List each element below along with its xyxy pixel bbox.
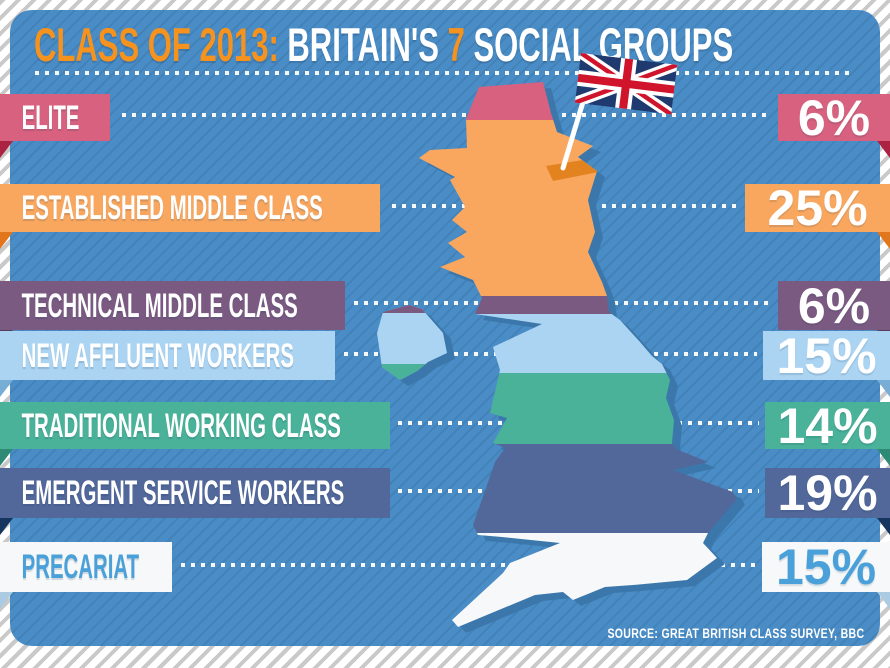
row-precariat — [0, 542, 890, 592]
group-label: TECHNICAL MIDDLE CLASS — [21, 286, 298, 325]
group-row-traditional: TRADITIONAL WORKING CLASS 14% — [0, 397, 890, 466]
title-segment-britains: BRITAIN'S — [278, 18, 448, 71]
group-row-emergent: EMERGENT SERVICE WORKERS 19% — [0, 465, 890, 535]
group-row-precariat: PRECARIAT 15% — [0, 539, 890, 609]
title-segment-class-of-2013: CLASS OF 2013: — [34, 18, 279, 71]
group-percentage: 6% — [797, 277, 871, 334]
source-credit: SOURCE: GREAT BRITISH CLASS SURVEY, BBC — [607, 626, 864, 641]
pct-band-technical: 6% — [778, 277, 890, 347]
ni-band-technical — [377, 305, 447, 313]
pct-fold — [877, 232, 890, 249]
union-jack — [574, 53, 678, 115]
pct-fold — [877, 380, 890, 397]
ribbon-fold — [0, 518, 13, 535]
ribbon-fold — [0, 141, 13, 158]
row-elite — [0, 94, 890, 141]
pct-band-emergent: 19% — [765, 465, 890, 535]
ribbon-elite: ELITE — [0, 94, 110, 158]
pct-band-established: 25% — [745, 180, 890, 249]
pct-fold — [877, 141, 890, 158]
group-label: ELITE — [21, 98, 80, 137]
title-dotted-rule — [35, 71, 854, 75]
ribbon-fold — [0, 380, 13, 397]
pct-fold — [877, 592, 890, 609]
pct-band-precariat: 15% — [762, 539, 890, 609]
ribbon-traditional: TRADITIONAL WORKING CLASS — [0, 402, 390, 466]
leader-line-precariat — [181, 563, 756, 567]
group-label: TRADITIONAL WORKING CLASS — [21, 406, 341, 445]
group-row-elite: ELITE 6% — [0, 89, 890, 158]
group-row-technical: TECHNICAL MIDDLE CLASS 6% — [0, 277, 890, 347]
ribbon-emergent: EMERGENT SERVICE WORKERS — [0, 468, 390, 535]
group-percentage: 15% — [775, 539, 877, 595]
pct-band-elite: 6% — [778, 89, 890, 158]
ribbon-established: ESTABLISHED MIDDLE CLASS — [0, 184, 380, 249]
group-label: PRECARIAT — [21, 548, 140, 586]
pct-fold — [877, 449, 890, 466]
union-jack-flag — [560, 53, 678, 171]
leader-line-elite — [122, 113, 770, 117]
pct-band-traditional: 14% — [765, 397, 890, 466]
pct-fold — [877, 518, 890, 535]
ribbon-fold — [0, 232, 13, 249]
ribbon-fold — [0, 592, 13, 609]
group-row-new-affluent: NEW AFFLUENT WORKERS 15% — [0, 327, 890, 397]
group-percentage: 19% — [777, 465, 878, 521]
ribbon-new-affluent: NEW AFFLUENT WORKERS — [0, 331, 335, 397]
title-segment-seven: 7 — [447, 18, 465, 71]
group-label: ESTABLISHED MIDDLE CLASS — [21, 189, 323, 227]
group-percentage: 6% — [797, 89, 871, 146]
ribbon-technical: TECHNICAL MIDDLE CLASS — [0, 281, 345, 347]
ribbon-fold — [0, 449, 13, 466]
group-percentage: 15% — [776, 327, 877, 384]
pct-band-new-affluent: 15% — [763, 327, 890, 397]
group-percentage: 14% — [777, 397, 878, 454]
group-percentage: 25% — [767, 180, 868, 236]
group-row-established: ESTABLISHED MIDDLE CLASS 25% — [0, 180, 890, 249]
ribbon-precariat: PRECARIAT — [0, 542, 172, 609]
group-label: NEW AFFLUENT WORKERS — [21, 336, 294, 375]
group-label: EMERGENT SERVICE WORKERS — [21, 474, 345, 512]
